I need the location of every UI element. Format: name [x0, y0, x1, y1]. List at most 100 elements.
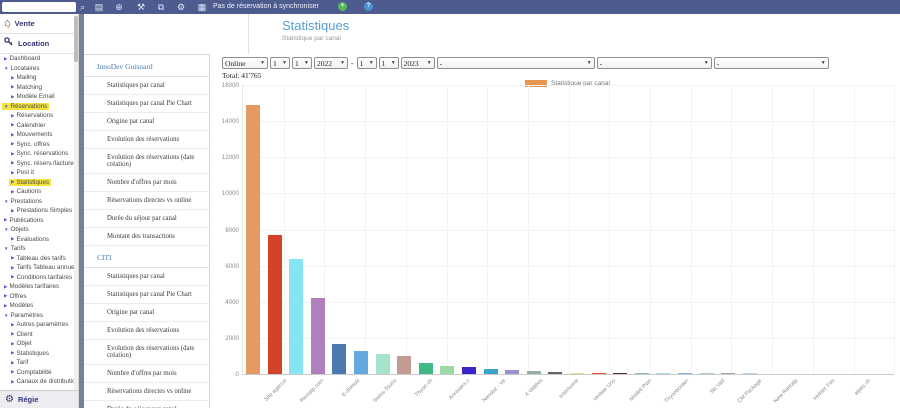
menu-section-title[interactable]: CITI	[84, 246, 209, 268]
expand-arrow-icon[interactable]: ▶	[11, 378, 15, 384]
sidebar-tree-item[interactable]: ▶ Autres paramètres	[0, 320, 78, 330]
expand-arrow-icon[interactable]: ▶	[11, 274, 15, 280]
expand-arrow-icon[interactable]: ▶	[4, 217, 8, 223]
copy-icon[interactable]: ⧉	[157, 2, 165, 12]
filter-select-4[interactable]: 1 ▼	[356, 57, 377, 69]
bar-10[interactable]	[462, 367, 476, 374]
filter-select-8[interactable]: - ▼	[596, 57, 712, 69]
bar-1[interactable]	[267, 234, 282, 374]
expand-arrow-icon[interactable]: ▶	[11, 112, 15, 118]
collapse-arrow-icon[interactable]: ▼	[4, 65, 9, 71]
bar-22[interactable]	[721, 373, 736, 374]
filter-select-9[interactable]: - ▼	[713, 57, 829, 69]
gears-icon[interactable]: ⚙	[176, 2, 186, 12]
sidebar-tree-item[interactable]: ▶ Evaluations	[0, 235, 78, 245]
sidebar-tree-item[interactable]: ▶ Réservations	[0, 111, 78, 121]
bar-13[interactable]	[526, 371, 541, 374]
help-icon[interactable]: ?	[364, 2, 373, 11]
expand-arrow-icon[interactable]: ▶	[11, 141, 15, 147]
expand-arrow-icon[interactable]: ▶	[11, 131, 15, 137]
sidebar-tree-item[interactable]: ▶ Canaux de distributions	[0, 377, 78, 387]
calendar-icon[interactable]: ▦	[197, 2, 207, 12]
filter-select-2[interactable]: 1 ▼	[292, 57, 312, 69]
filter-select-1[interactable]: 1 ▼	[270, 57, 290, 69]
report-icon[interactable]: ▤	[94, 2, 104, 12]
filter-select-5[interactable]: 1 ▼	[378, 57, 399, 69]
expand-arrow-icon[interactable]: ▶	[11, 331, 15, 337]
sidebar-tree-item[interactable]: ▶ Mailing	[0, 73, 78, 83]
menu-item[interactable]: Montant des transactions	[84, 228, 209, 246]
sidebar-scrollbar-thumb[interactable]	[74, 16, 78, 62]
sidebar-tree-item[interactable]: ▼ Réservations	[0, 102, 78, 112]
menu-item[interactable]: Origine par canal	[84, 304, 209, 322]
sidebar-tree-item[interactable]: ▶ Modèle Email	[0, 92, 78, 102]
bar-14[interactable]	[548, 372, 563, 374]
expand-arrow-icon[interactable]: ▶	[11, 160, 15, 166]
sidebar-tree-item[interactable]: ▼ Locataires	[0, 64, 78, 74]
menu-section-title[interactable]: InnoDev Guisnard	[84, 55, 209, 77]
bar-11[interactable]	[483, 369, 498, 374]
expand-arrow-icon[interactable]: ▶	[11, 84, 15, 90]
bar-20[interactable]	[678, 373, 692, 374]
filter-select-0[interactable]: Online ▼	[222, 57, 268, 69]
search-icon[interactable]: ⌕	[80, 2, 86, 12]
bar-7[interactable]	[397, 356, 412, 374]
sidebar-tree-item[interactable]: ▶ Objet	[0, 339, 78, 349]
menu-item[interactable]: Statistiques par canal Pie Chart	[84, 95, 209, 113]
menu-item[interactable]: Nombre d'offres par mois	[84, 174, 209, 192]
expand-arrow-icon[interactable]: ▶	[4, 293, 8, 299]
menu-item[interactable]: Evolution des réservations (date créatio…	[84, 149, 209, 174]
bar-9[interactable]	[440, 366, 455, 374]
sidebar-module-location[interactable]: Location	[0, 34, 78, 54]
expand-arrow-icon[interactable]: ▶	[11, 169, 15, 175]
expand-arrow-icon[interactable]: ▶	[11, 369, 15, 375]
expand-arrow-icon[interactable]: ▶	[11, 236, 15, 242]
expand-arrow-icon[interactable]: ▶	[11, 207, 15, 213]
collapse-arrow-icon[interactable]: ▼	[4, 246, 9, 252]
menu-item[interactable]: Réservations directes vs online	[84, 383, 209, 401]
sidebar-tree-item[interactable]: ▶ Statistiques	[0, 178, 78, 188]
menu-item[interactable]: Evolution des réservations	[84, 322, 209, 340]
expand-arrow-icon[interactable]: ▶	[11, 350, 15, 356]
menu-item[interactable]: Durée du séjour par canal	[84, 401, 209, 408]
menu-item[interactable]: Evolution des réservations (date créatio…	[84, 340, 209, 365]
filter-select-6[interactable]: 2023 ▼	[400, 57, 435, 69]
sidebar-tree-item[interactable]: ▶ Comptabilité	[0, 368, 78, 378]
sidebar-item-regie[interactable]: ⚙ Régie	[0, 390, 78, 408]
sidebar-tree-item[interactable]: ▶ Modèles	[0, 301, 78, 311]
filter-select-3[interactable]: 2022 ▼	[314, 57, 348, 69]
sidebar-tree-item[interactable]: ▶ Publications	[0, 216, 78, 226]
sidebar-module-vente[interactable]: ⌂ $ Vente	[0, 14, 78, 34]
collapse-arrow-icon[interactable]: ▼	[4, 312, 9, 318]
sidebar-tree-item[interactable]: ▶ Cautions	[0, 187, 78, 197]
bar-4[interactable]	[332, 344, 347, 374]
sidebar-tree-item[interactable]: ▶ Tableau des tarifs	[0, 254, 78, 264]
menu-item[interactable]: Nombre d'offres par mois	[84, 365, 209, 383]
sidebar-tree-item[interactable]: ▼ Tarifs	[0, 244, 78, 254]
menu-item[interactable]: Statistiques par canal	[84, 268, 209, 286]
bar-19[interactable]	[656, 373, 671, 374]
sidebar-tree-item[interactable]: ▶ Client	[0, 330, 78, 340]
expand-arrow-icon[interactable]: ▶	[11, 122, 15, 128]
bar-21[interactable]	[699, 373, 714, 374]
bar-3[interactable]	[310, 298, 325, 374]
menu-item[interactable]: Evolution des réservations	[84, 131, 209, 149]
bar-12[interactable]	[505, 369, 520, 374]
expand-arrow-icon[interactable]: ▶	[11, 179, 15, 185]
sidebar-tree-item[interactable]: ▶ Mouvements	[0, 130, 78, 140]
bar-6[interactable]	[375, 354, 390, 374]
sidebar-tree-item[interactable]: ▶ Statistiques	[0, 349, 78, 359]
collapse-arrow-icon[interactable]: ▼	[4, 198, 9, 204]
sidebar-tree-item[interactable]: ▶ Sync. réserv./factures	[0, 159, 78, 169]
wand-icon[interactable]: ⚒	[136, 2, 146, 12]
expand-arrow-icon[interactable]: ▶	[11, 255, 15, 261]
sidebar-scrollbar[interactable]	[74, 14, 78, 408]
expand-arrow-icon[interactable]: ▶	[11, 340, 15, 346]
sidebar-tree-item[interactable]: ▶ Dashboard	[0, 54, 78, 64]
menu-item[interactable]: Statistiques par canal Pie Chart	[84, 286, 209, 304]
expand-arrow-icon[interactable]: ▶	[4, 302, 8, 308]
filter-select-7[interactable]: - ▼	[436, 57, 595, 69]
expand-arrow-icon[interactable]: ▶	[11, 150, 15, 156]
sidebar-tree-item[interactable]: ▶ Prestations Simples	[0, 206, 78, 216]
sync-ok-icon[interactable]: +	[338, 2, 347, 11]
